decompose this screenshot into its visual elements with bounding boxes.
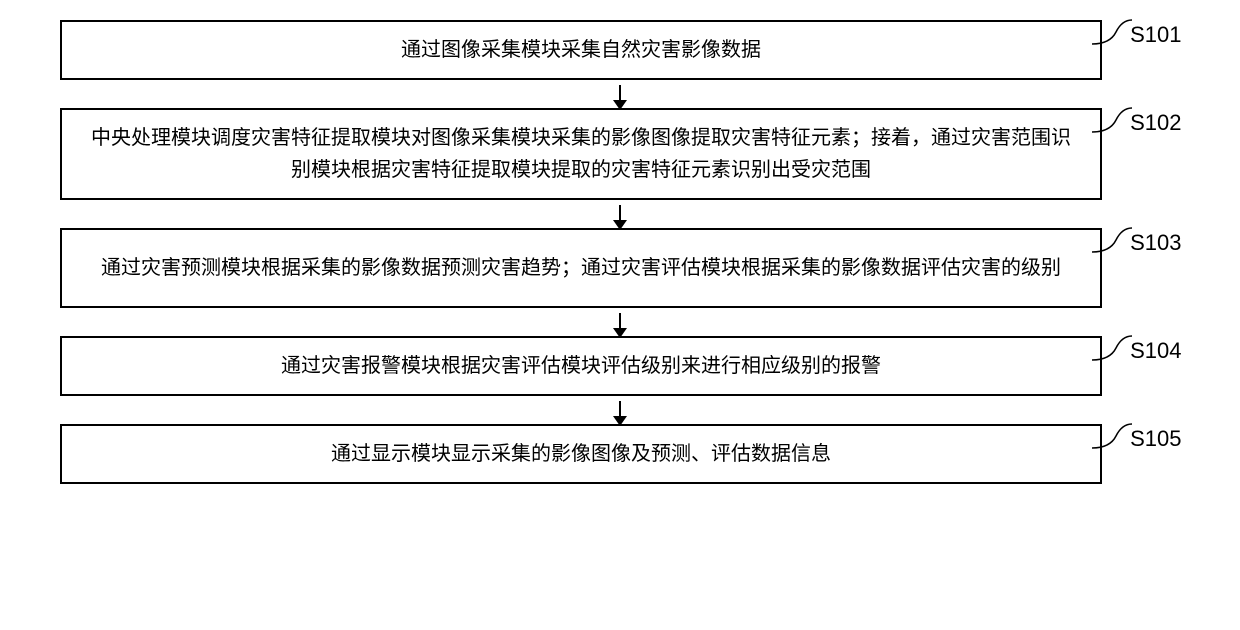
flowchart-container: 通过图像采集模块采集自然灾害影像数据 S101 中央处理模块调度灾害特征提取模块…: [30, 20, 1210, 484]
step-box-s101: 通过图像采集模块采集自然灾害影像数据: [60, 20, 1102, 80]
step-text: 通过图像采集模块采集自然灾害影像数据: [401, 34, 761, 66]
arrow-4: [30, 396, 1210, 424]
arrow-1: [30, 80, 1210, 108]
step-row-1: 通过图像采集模块采集自然灾害影像数据 S101: [30, 20, 1210, 80]
step-label: S104: [1130, 338, 1181, 364]
step-row-5: 通过显示模块显示采集的影像图像及预测、评估数据信息 S105: [30, 424, 1210, 484]
step-box-s103: 通过灾害预测模块根据采集的影像数据预测灾害趋势；通过灾害评估模块根据采集的影像数…: [60, 228, 1102, 308]
step-label: S101: [1130, 22, 1181, 48]
label-connector-s105: S105: [1092, 422, 1210, 452]
step-box-s102: 中央处理模块调度灾害特征提取模块对图像采集模块采集的影像图像提取灾害特征元素；接…: [60, 108, 1102, 200]
step-text: 中央处理模块调度灾害特征提取模块对图像采集模块采集的影像图像提取灾害特征元素；接…: [82, 122, 1080, 186]
step-box-s105: 通过显示模块显示采集的影像图像及预测、评估数据信息: [60, 424, 1102, 484]
label-connector-s103: S103: [1092, 226, 1210, 256]
label-connector-s104: S104: [1092, 334, 1210, 364]
step-text: 通过显示模块显示采集的影像图像及预测、评估数据信息: [331, 438, 831, 470]
arrow-3: [30, 308, 1210, 336]
arrow-2: [30, 200, 1210, 228]
step-box-s104: 通过灾害报警模块根据灾害评估模块评估级别来进行相应级别的报警: [60, 336, 1102, 396]
step-row-2: 中央处理模块调度灾害特征提取模块对图像采集模块采集的影像图像提取灾害特征元素；接…: [30, 108, 1210, 200]
step-label: S103: [1130, 230, 1181, 256]
step-row-3: 通过灾害预测模块根据采集的影像数据预测灾害趋势；通过灾害评估模块根据采集的影像数…: [30, 228, 1210, 308]
step-label: S102: [1130, 110, 1181, 136]
label-connector-s102: S102: [1092, 106, 1210, 136]
step-row-4: 通过灾害报警模块根据灾害评估模块评估级别来进行相应级别的报警 S104: [30, 336, 1210, 396]
label-connector-s101: S101: [1092, 18, 1210, 48]
step-text: 通过灾害报警模块根据灾害评估模块评估级别来进行相应级别的报警: [281, 350, 881, 382]
step-text: 通过灾害预测模块根据采集的影像数据预测灾害趋势；通过灾害评估模块根据采集的影像数…: [101, 252, 1061, 284]
step-label: S105: [1130, 426, 1181, 452]
